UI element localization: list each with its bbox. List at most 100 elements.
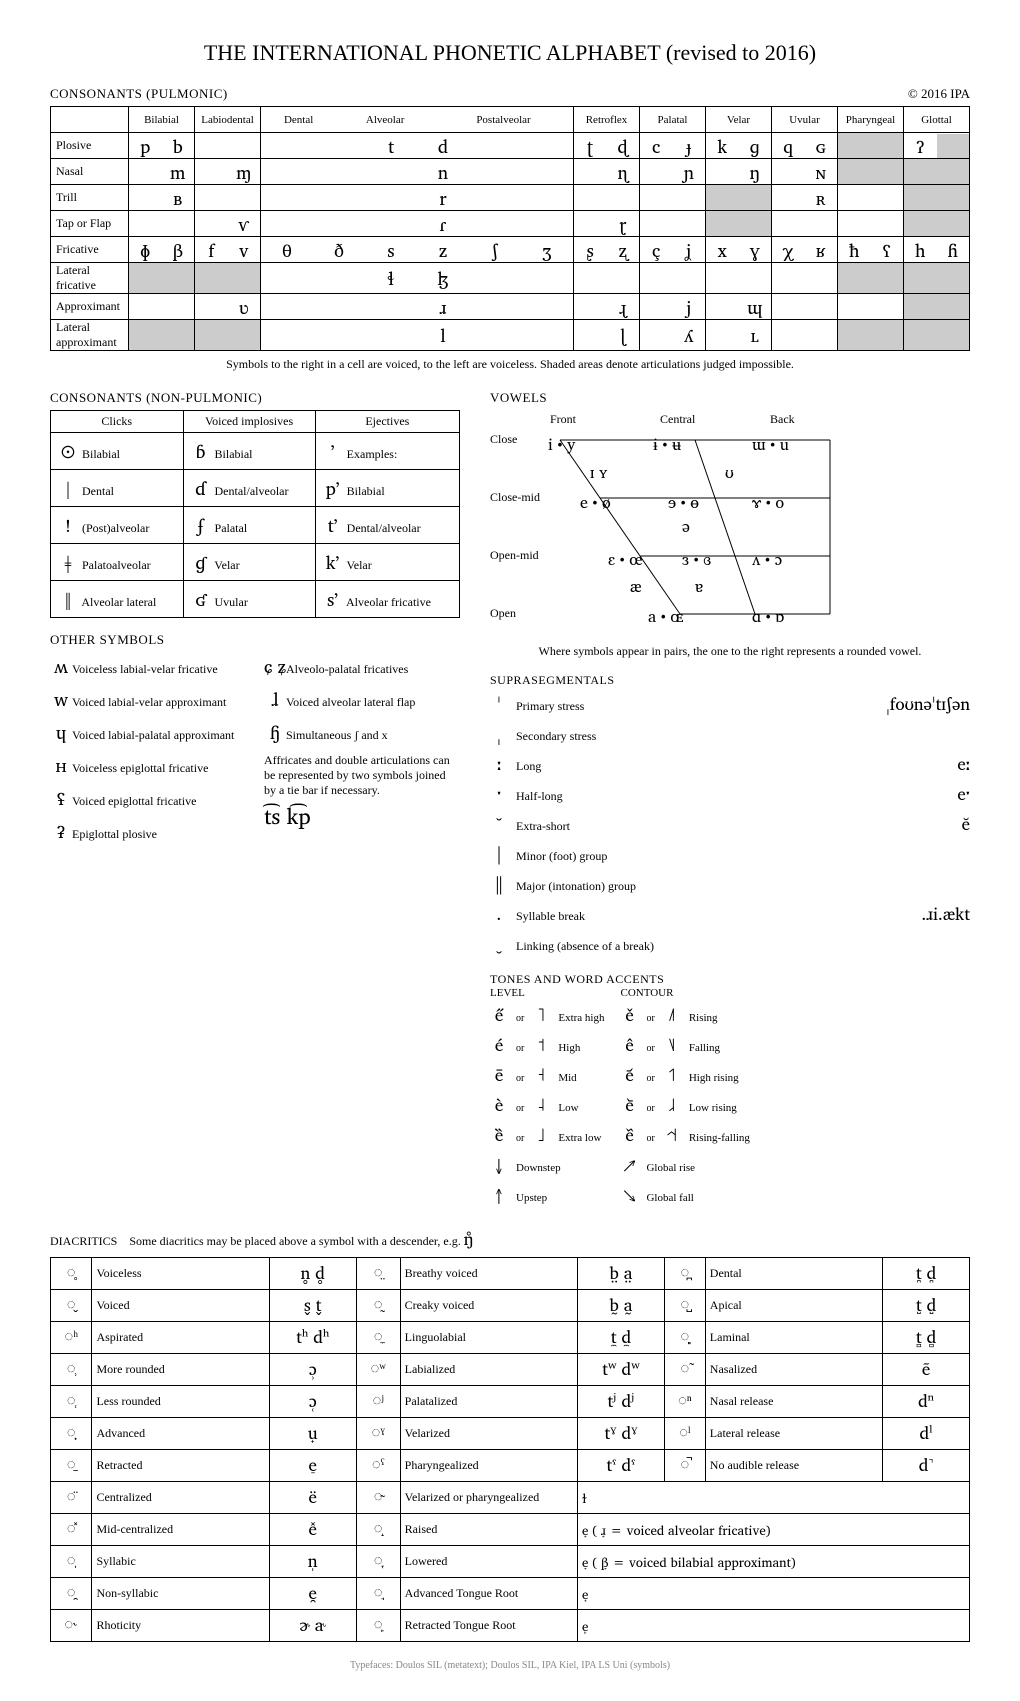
place-header: Palatal	[640, 107, 706, 133]
nonpul-cell: ʄ Palatal	[183, 507, 315, 544]
diacritic-mark: ◌ˤ	[356, 1450, 400, 1482]
manner-label: Nasal	[51, 159, 129, 185]
nonpul-col-header: Clicks	[51, 411, 184, 433]
diacritic-mark: ◌̺	[664, 1290, 705, 1322]
diacritic-label: Raised	[400, 1514, 577, 1546]
consonant-cell	[904, 185, 970, 211]
diacritic-mark: ◌̟	[51, 1418, 92, 1450]
supra-row: ˘Extra-shortĕ	[490, 811, 970, 838]
diacritic-example: tˤ dˤ	[577, 1450, 664, 1482]
diacritic-label: Linguolabial	[400, 1322, 577, 1354]
diacritic-example: ɫ	[577, 1482, 969, 1514]
consonant-cell	[195, 263, 261, 294]
diacritic-label: Labialized	[400, 1354, 577, 1386]
tone-row: e᷅ or ˩˨ Low rising	[620, 1092, 749, 1119]
diacritic-mark: ◌̞	[356, 1546, 400, 1578]
diacritic-mark: ◌̻	[664, 1322, 705, 1354]
diacritic-label: Less rounded	[92, 1386, 269, 1418]
other-symbol: ʢ Voiced epiglottal fricative	[50, 783, 246, 813]
diacritic-label: Apical	[705, 1290, 882, 1322]
diacritic-mark: ◌̬	[51, 1290, 92, 1322]
diacritic-label: Advanced Tongue Root	[400, 1578, 577, 1610]
diacritic-mark: ◌̃	[664, 1354, 705, 1386]
consonant-cell: ɰ	[706, 294, 772, 320]
supra-row: .Syllable break.ɹi.ækt	[490, 901, 970, 928]
diacritic-mark: ◌ˠ	[356, 1418, 400, 1450]
diacritic-example: tʰ dʰ	[269, 1322, 356, 1354]
diacritic-label: Lateral release	[705, 1418, 882, 1450]
diacritic-label: Advanced	[92, 1418, 269, 1450]
diacritic-mark: ◌̥	[51, 1258, 92, 1290]
diacritic-label: Dental	[705, 1258, 882, 1290]
place-header: Dental	[261, 107, 337, 133]
consonant-cell: ʂʐ	[574, 237, 640, 263]
consonant-cell: χʁ	[772, 237, 838, 263]
consonant-cell: m	[129, 159, 195, 185]
diacritic-label: Retracted	[92, 1450, 269, 1482]
supra-row: ˌSecondary stress	[490, 721, 970, 748]
diacritic-example: d̚	[883, 1450, 970, 1482]
diacritics-heading: DIACRITICS	[50, 1234, 117, 1248]
consonant-cell: ɸβ	[129, 237, 195, 263]
nonpul-col-header: Voiced implosives	[183, 411, 315, 433]
supra-row: |Minor (foot) group	[490, 841, 970, 868]
consonant-cell	[904, 211, 970, 237]
vowel-symbol: ɯ • u	[752, 432, 789, 458]
supra-row: ˈPrimary stressˌfoʊnəˈtɪʃən	[490, 691, 970, 718]
supra-row: ːLongeː	[490, 751, 970, 778]
diacritic-mark: ◌̝	[356, 1514, 400, 1546]
diacritic-label: Aspirated	[92, 1322, 269, 1354]
other-symbol: ʡ Epiglottal plosive	[50, 816, 246, 846]
other-symbol: ɺ Voiced alveolar lateral flap	[264, 684, 460, 714]
diacritic-mark: ◌̚	[664, 1450, 705, 1482]
other-symbol: ɧ Simultaneous ʃ and x	[264, 717, 460, 747]
place-header: Pharyngeal	[838, 107, 904, 133]
diacritic-example: e̘	[577, 1578, 969, 1610]
other-symbol: ɕ ʑ Alveolo-palatal fricatives	[264, 651, 460, 681]
consonant-cell	[904, 320, 970, 351]
consonant-cell	[904, 294, 970, 320]
consonant-cell	[838, 211, 904, 237]
consonant-cell	[772, 211, 838, 237]
diacritic-mark: ◌̰	[356, 1290, 400, 1322]
nonpul-cell: ɠ Velar	[183, 544, 315, 581]
diacritic-label: Voiceless	[92, 1258, 269, 1290]
manner-label: Lateral approximant	[51, 320, 129, 351]
supra-row: ‿Linking (absence of a break)	[490, 931, 970, 958]
diacritic-example: tʷ dʷ	[577, 1354, 664, 1386]
consonant-cell: ɬɮ	[261, 263, 574, 294]
copyright: © 2016 IPA	[908, 86, 970, 102]
consonant-cell: ɽ	[574, 211, 640, 237]
place-header: Uvular	[772, 107, 838, 133]
descender-example: ŋ̊	[464, 1226, 474, 1253]
consonant-cell	[706, 263, 772, 294]
nonpul-cell: ǂ Palatoalveolar	[51, 544, 184, 581]
consonant-cell	[904, 159, 970, 185]
consonant-cell: θðszʃʒ	[261, 237, 574, 263]
consonant-cell: ʈɖ	[574, 133, 640, 159]
diacritic-example: s̬ t̬	[269, 1290, 356, 1322]
vowel-symbol: ɪ ʏ	[590, 460, 607, 486]
level-subhead: LEVEL	[490, 987, 604, 999]
vowel-side-label: Open-mid	[490, 548, 539, 563]
place-header: Bilabial	[129, 107, 195, 133]
consonant-cell: hɦ	[904, 237, 970, 263]
place-header: Velar	[706, 107, 772, 133]
consonant-cell: ⱱ	[195, 211, 261, 237]
other-symbol: ʍ Voiceless labial-velar fricative	[50, 651, 246, 681]
consonant-cell	[640, 263, 706, 294]
consonant-cell	[772, 294, 838, 320]
consonant-cell	[195, 185, 261, 211]
consonant-cell: ʔ	[904, 133, 970, 159]
manner-label: Plosive	[51, 133, 129, 159]
other-heading: OTHER SYMBOLS	[50, 632, 460, 648]
vowel-symbol: a • ɶ	[648, 604, 683, 630]
diacritic-mark: ◌̴	[356, 1482, 400, 1514]
other-symbol: ɥ Voiced labial-palatal approximant	[50, 717, 246, 747]
diacritic-example: ë	[269, 1482, 356, 1514]
nonpul-cell: pʼ Bilabial	[315, 470, 459, 507]
consonant-cell	[129, 294, 195, 320]
diacritic-label: Mid-centralized	[92, 1514, 269, 1546]
nonpulmonic-heading: CONSONANTS (NON-PULMONIC)	[50, 390, 460, 406]
diacritic-label: Non-syllabic	[92, 1578, 269, 1610]
